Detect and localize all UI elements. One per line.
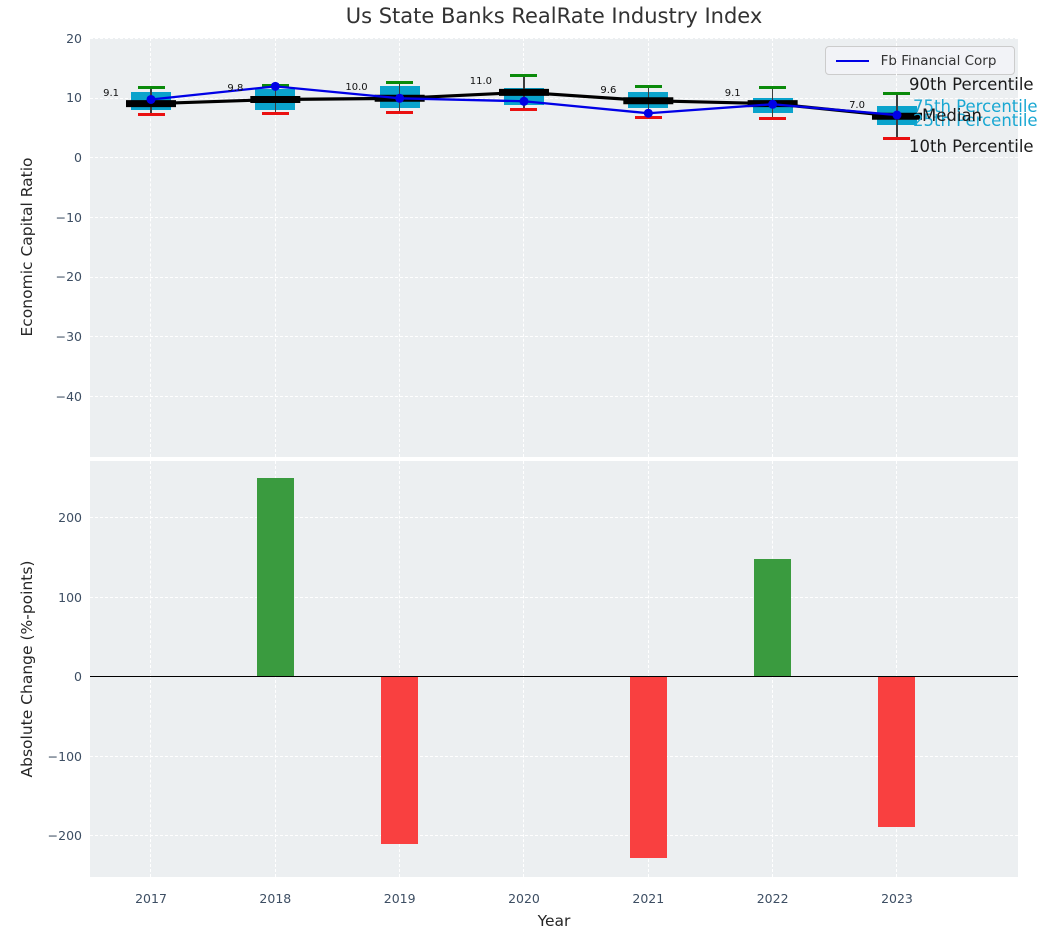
- x-tick-label: 2017: [135, 891, 167, 906]
- y-tick-label: 20: [66, 30, 82, 46]
- median-value-label: 9.1: [103, 87, 119, 99]
- annotation-10th-percentile: 10th Percentile: [909, 136, 1034, 156]
- 10th-percentile-cap: [759, 116, 787, 120]
- y-tick-label: 0: [74, 150, 82, 165]
- company-marker: [270, 81, 280, 91]
- x-tick-label: 2023: [881, 891, 913, 906]
- 90th-percentile-cap: [386, 80, 414, 84]
- y-tick-label: 0: [74, 669, 82, 684]
- company-marker: [892, 110, 902, 120]
- y-tick-label: −40: [55, 388, 82, 404]
- gridline: [90, 517, 1018, 519]
- bar-negative: [629, 677, 667, 859]
- gridline: [896, 461, 898, 877]
- 90th-percentile-cap: [137, 86, 165, 90]
- gridline: [523, 38, 525, 457]
- y-tick-label: −30: [55, 329, 82, 345]
- gridline: [90, 596, 1018, 598]
- y-tick-label: −10: [55, 209, 82, 225]
- company-marker: [395, 93, 405, 103]
- 90th-percentile-cap: [759, 86, 787, 90]
- annotation-25th-percentile: 25th Percentile: [913, 111, 1038, 131]
- 10th-percentile-cap: [386, 111, 414, 115]
- median-value-label: 10.0: [345, 82, 368, 94]
- legend-line-sample-icon: [836, 59, 869, 62]
- y-axis-label-top: Economic Capital Ratio: [18, 157, 36, 337]
- company-marker: [768, 99, 778, 109]
- bar-negative: [381, 677, 419, 844]
- bar-positive: [256, 478, 294, 677]
- y-tick-label: 10: [66, 90, 82, 106]
- 10th-percentile-cap: [261, 112, 289, 116]
- 10th-percentile-cap: [510, 107, 538, 111]
- gridline: [274, 38, 276, 457]
- 90th-percentile-cap: [634, 84, 662, 88]
- gridline: [90, 97, 1018, 99]
- y-tick-label: 100: [58, 589, 82, 605]
- y-tick-label: 200: [58, 510, 82, 525]
- annotation-75th-percentile: 75th Percentile: [913, 97, 1038, 117]
- bar-positive: [754, 559, 792, 677]
- annotation-median: Median: [922, 106, 983, 126]
- annotation-90th-percentile: 90th Percentile: [909, 74, 1034, 94]
- top-plot-area: Fb Financial Corp 9.1 9.8 10.0 11.0 9.6 9.1 7.…: [90, 37, 1018, 457]
- gridline: [90, 336, 1018, 338]
- gridline: [90, 37, 1018, 39]
- gridline: [771, 38, 773, 457]
- gridline: [398, 38, 400, 457]
- x-tick-label: 2021: [632, 891, 665, 906]
- gridline: [90, 835, 1018, 837]
- company-marker: [146, 94, 156, 104]
- bottom-plot-area: [90, 461, 1018, 877]
- x-tick-label: 2022: [756, 891, 789, 906]
- gridline: [90, 755, 1018, 757]
- company-marker: [643, 108, 653, 118]
- gridline: [647, 461, 649, 877]
- 10th-percentile-cap: [883, 137, 911, 141]
- zero-axis-line: [90, 676, 1018, 678]
- gridline: [896, 38, 898, 457]
- gridline: [398, 461, 400, 877]
- gridline: [647, 38, 649, 457]
- x-axis-label: Year: [537, 912, 571, 930]
- 90th-percentile-cap: [883, 92, 911, 96]
- y-tick-label: −200: [47, 828, 82, 843]
- y-tick-label: −100: [47, 748, 82, 764]
- 90th-percentile-cap: [510, 74, 538, 78]
- gridline: [90, 396, 1018, 398]
- median-value-label: 9.8: [227, 83, 244, 95]
- x-tick-label: 2020: [508, 891, 540, 906]
- chart-title: Us State Banks RealRate Industry Index: [345, 4, 763, 28]
- gridline: [150, 38, 152, 457]
- gridline: [523, 461, 525, 877]
- median-value-label: 7.0: [849, 100, 865, 112]
- legend: Fb Financial Corp: [825, 46, 1015, 75]
- x-tick-label: 2019: [383, 891, 416, 906]
- gridline: [90, 157, 1018, 159]
- gridline: [90, 276, 1018, 278]
- gridline: [150, 461, 152, 877]
- 10th-percentile-cap: [137, 112, 165, 116]
- lines-layer: [126, 81, 922, 120]
- median-value-label: 11.0: [469, 76, 492, 88]
- x-tick-label: 2018: [259, 891, 292, 906]
- bar-negative: [878, 677, 916, 828]
- company-marker: [519, 96, 529, 106]
- median-value-label: 9.1: [724, 87, 741, 99]
- y-tick-label: −20: [55, 269, 82, 285]
- gridline: [90, 216, 1018, 218]
- median-value-label: 9.6: [600, 84, 617, 96]
- legend-label: Fb Financial Corp: [880, 52, 997, 69]
